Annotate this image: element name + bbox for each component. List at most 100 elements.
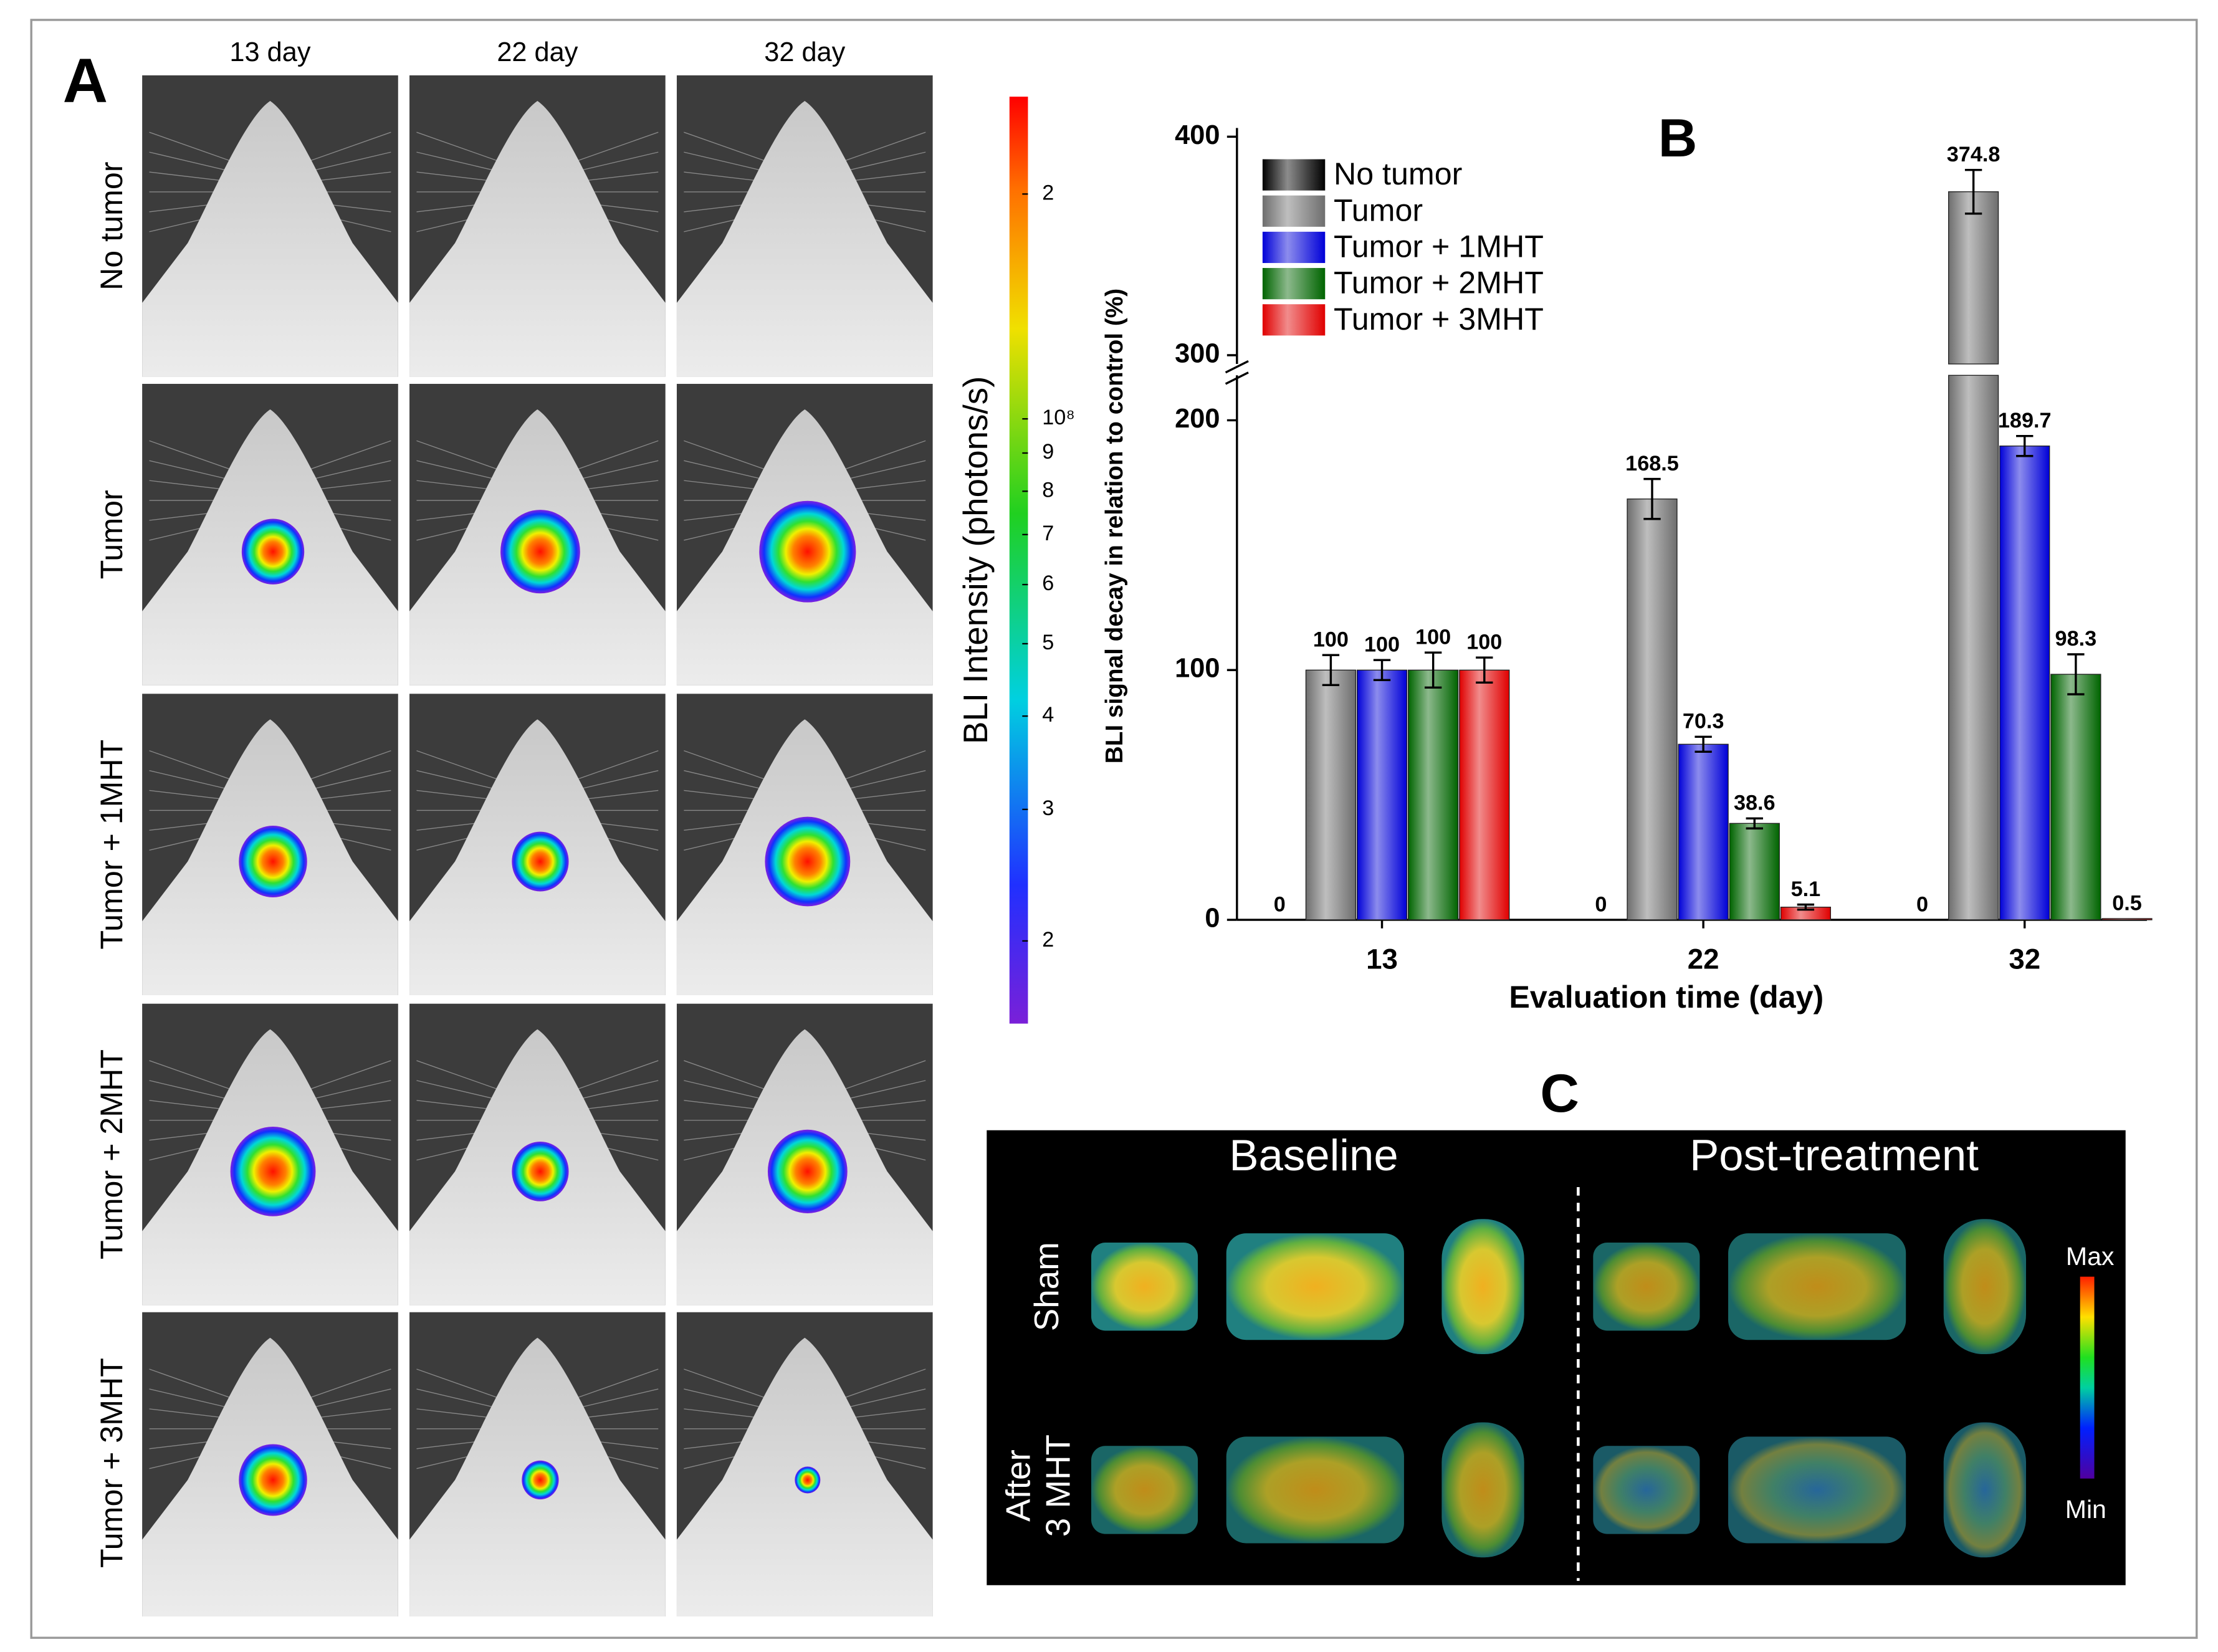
mri-colorbar bbox=[2080, 1276, 2095, 1479]
bli-signal bbox=[230, 1127, 316, 1216]
value-label: 0 bbox=[1274, 892, 1286, 916]
value-label: 189.7 bbox=[1998, 409, 2052, 432]
value-label: 0 bbox=[1916, 892, 1928, 916]
legend-label: Tumor + 2MHT bbox=[1334, 265, 1544, 300]
mouse bbox=[409, 100, 666, 377]
y-tick-label: 400 bbox=[1175, 120, 1220, 150]
colorbar-min: Min bbox=[2065, 1495, 2106, 1524]
mouse bbox=[142, 100, 398, 377]
y-tick-label: 0 bbox=[1205, 904, 1220, 933]
colorbar-tick-label: 8 bbox=[1042, 478, 1054, 502]
bar bbox=[1356, 669, 1408, 920]
value-label: 0.5 bbox=[2112, 891, 2142, 915]
legend-swatch bbox=[1262, 195, 1326, 227]
x-tick-label: 32 bbox=[2009, 943, 2040, 975]
bli-signal bbox=[767, 1129, 848, 1213]
x-tick-label: 22 bbox=[1688, 943, 1719, 975]
brain-slice bbox=[1441, 1422, 1524, 1558]
brain-slice bbox=[1728, 1436, 1906, 1544]
value-label: 374.8 bbox=[1947, 143, 2001, 166]
value-label: 100 bbox=[1313, 628, 1349, 651]
bar bbox=[1305, 669, 1357, 920]
axis-break bbox=[1225, 371, 1249, 385]
legend-label: Tumor + 3MHT bbox=[1334, 302, 1544, 337]
error-bar bbox=[1373, 659, 1391, 681]
brain-slice bbox=[1226, 1233, 1404, 1340]
row-label: Sham bbox=[1027, 1242, 1066, 1331]
bli-signal bbox=[500, 510, 580, 594]
y-tick-label: 300 bbox=[1175, 338, 1220, 368]
bar bbox=[1729, 823, 1780, 920]
colorbar-tick-label: 10⁸ bbox=[1042, 406, 1075, 429]
y-axis-label: BLI signal decay in relation to control … bbox=[1101, 289, 1128, 763]
bli-signal bbox=[239, 826, 307, 898]
bli-signal bbox=[241, 518, 305, 585]
column-label: 22 day bbox=[497, 37, 578, 67]
value-label: 0 bbox=[1595, 892, 1607, 916]
colorbar-tick-label: 6 bbox=[1042, 571, 1054, 595]
bli-signal bbox=[522, 1460, 559, 1500]
mouse bbox=[676, 100, 933, 377]
colorbar-tick-label: 3 bbox=[1042, 796, 1054, 820]
bli-signal bbox=[795, 1466, 821, 1494]
panel-label: B bbox=[1658, 108, 1698, 168]
error-bar bbox=[1964, 168, 1982, 215]
bar bbox=[2050, 674, 2101, 920]
value-label: 38.6 bbox=[1734, 791, 1776, 815]
panel-label: C bbox=[1540, 1064, 1579, 1124]
error-bar bbox=[1476, 656, 1493, 684]
value-label: 100 bbox=[1415, 625, 1451, 649]
bli-signal bbox=[239, 1444, 307, 1516]
brain-slice bbox=[1091, 1242, 1198, 1331]
colorbar-tick-label: 2 bbox=[1042, 928, 1054, 952]
colorbar-max: Max bbox=[2066, 1242, 2115, 1271]
error-bar bbox=[1797, 903, 1815, 911]
bar bbox=[1678, 743, 1729, 920]
bli-signal bbox=[765, 816, 851, 907]
column-label: Baseline bbox=[1229, 1130, 1398, 1180]
brain-slice bbox=[1441, 1219, 1524, 1355]
brain-slice bbox=[1593, 1242, 1700, 1331]
row-label: Tumor + 3MHT bbox=[94, 1358, 129, 1568]
y-tick-label: 200 bbox=[1175, 404, 1220, 434]
value-label: 5.1 bbox=[1791, 877, 1821, 901]
error-bar bbox=[1322, 654, 1340, 687]
column-label: Post-treatment bbox=[1690, 1130, 1979, 1180]
brain-slice bbox=[1943, 1422, 2027, 1558]
bli-signal bbox=[759, 500, 856, 603]
error-bar bbox=[1695, 735, 1712, 753]
legend-label: No tumor bbox=[1334, 156, 1462, 191]
bar bbox=[1999, 446, 2050, 920]
bar bbox=[1780, 906, 1832, 920]
row-label: Tumor bbox=[94, 490, 129, 579]
row-label: Tumor + 2MHT bbox=[94, 1049, 129, 1259]
x-axis-label: Evaluation time (day) bbox=[1509, 980, 1824, 1015]
legend-label: Tumor bbox=[1334, 193, 1423, 227]
error-bar bbox=[1424, 651, 1442, 689]
bar bbox=[1459, 669, 1510, 920]
colorbar-tick-label: 2 bbox=[1042, 181, 1054, 204]
column-label: 13 day bbox=[229, 37, 310, 67]
panel-label: A bbox=[63, 45, 108, 115]
row-label: 3 MHT bbox=[1038, 1435, 1077, 1537]
row-label: Tumor + 1MHT bbox=[94, 740, 129, 950]
value-label: 100 bbox=[1466, 630, 1502, 654]
value-label: 98.3 bbox=[2055, 627, 2097, 651]
legend-swatch bbox=[1262, 304, 1326, 336]
error-bar bbox=[1643, 477, 1661, 520]
bli-signal bbox=[512, 831, 569, 892]
colorbar bbox=[1009, 97, 1028, 1024]
brain-slice bbox=[1091, 1446, 1198, 1534]
colorbar-tick-label: 5 bbox=[1042, 631, 1054, 654]
error-bar bbox=[2016, 434, 2034, 457]
x-tick-label: 13 bbox=[1366, 943, 1398, 975]
brain-slice bbox=[1226, 1436, 1404, 1544]
y-tick-label: 100 bbox=[1175, 654, 1220, 684]
bar bbox=[1408, 669, 1459, 920]
column-label: 32 day bbox=[764, 37, 845, 67]
value-label: 100 bbox=[1364, 633, 1400, 656]
error-bar bbox=[2067, 653, 2085, 695]
legend-swatch bbox=[1262, 268, 1326, 300]
